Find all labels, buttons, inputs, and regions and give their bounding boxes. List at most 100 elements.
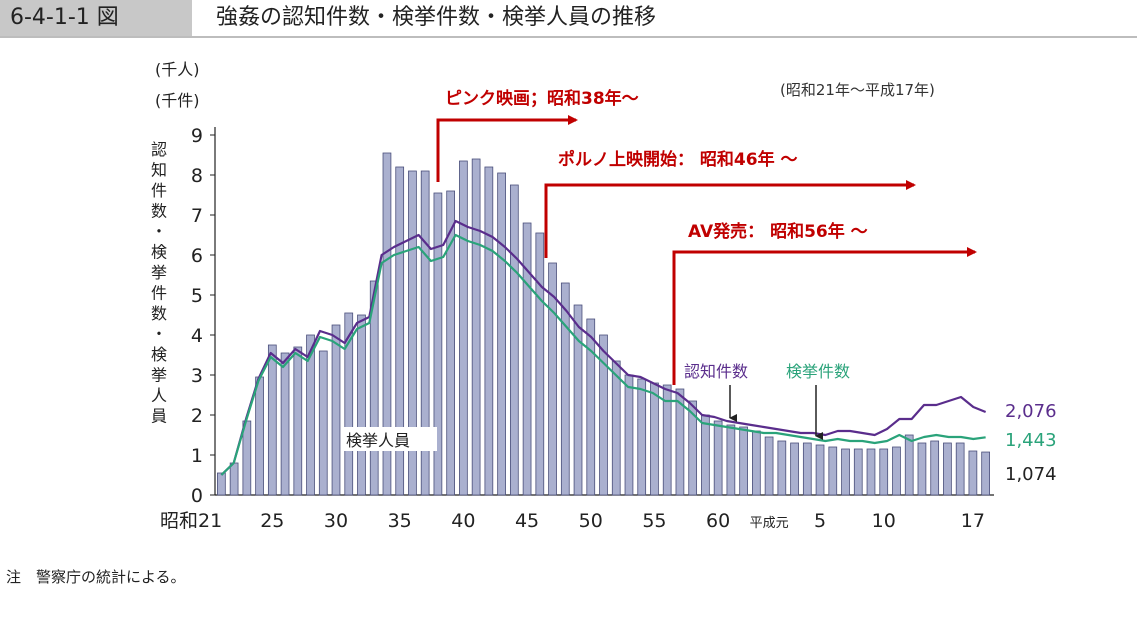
cleared-end-value: 1,443 — [1005, 430, 1057, 451]
x-tick-label: 60 — [706, 510, 730, 532]
y-tick-label: 2 — [191, 405, 203, 427]
arrested-bar — [879, 448, 889, 496]
arrested-bar — [573, 304, 583, 496]
x-tick-label: 55 — [642, 510, 666, 532]
arrested-bar — [382, 152, 392, 496]
y-tick-label: 1 — [191, 445, 203, 467]
x-tick-label: 25 — [260, 510, 284, 532]
x-tick-label: 40 — [451, 510, 475, 532]
arrested-bar — [306, 334, 315, 496]
header-rule — [0, 36, 1137, 38]
arrested-bar — [459, 160, 468, 496]
arrested-bar — [586, 318, 596, 496]
arrested-bars — [217, 152, 990, 496]
y-tick-label: 5 — [191, 285, 203, 307]
arrested-bar — [369, 280, 379, 496]
y-unit-cases: (千件) — [155, 91, 200, 110]
recognized-end-value: 2,076 — [1005, 401, 1057, 422]
y-tick-label: 4 — [191, 325, 203, 347]
y-tick-label: 9 — [191, 125, 203, 147]
av-arrow — [672, 247, 977, 385]
arrested-bar — [242, 420, 252, 496]
arrested-bar — [560, 282, 570, 496]
arrested-bar — [471, 158, 481, 496]
arrested-bar — [599, 334, 608, 496]
arrested-bar — [841, 448, 850, 496]
arrested-bar — [739, 426, 748, 496]
x-tick-label: 50 — [579, 510, 603, 532]
arrested-bar — [713, 420, 723, 496]
x-tick-label: 35 — [388, 510, 412, 532]
arrested-end-value: 1,074 — [1005, 464, 1057, 485]
arrested-bar — [484, 166, 494, 496]
arrested-bar — [904, 434, 914, 496]
arrested-label-bg — [341, 427, 437, 451]
arrested-bar — [611, 360, 621, 496]
y-tick-label: 7 — [191, 205, 203, 227]
series-lines — [220, 219, 987, 476]
arrested-bar — [981, 451, 990, 496]
x-tick-label: 10 — [872, 510, 896, 532]
x-tick-label: 45 — [515, 510, 539, 532]
y-tick-label: 6 — [191, 245, 203, 267]
arrested-bar — [267, 344, 277, 496]
arrested-bar — [229, 462, 239, 496]
arrested-bar — [815, 444, 825, 496]
arrested-bar — [752, 430, 761, 496]
x-tick-label: 30 — [324, 510, 348, 532]
figure-number: 6-4-1-1 図 — [0, 0, 192, 36]
arrested-bar — [777, 440, 787, 496]
arrested-bar — [662, 384, 672, 496]
arrested-bar — [318, 350, 328, 496]
arrested-bar — [701, 414, 710, 496]
arrested-bar — [955, 442, 965, 496]
recognized-line — [220, 219, 987, 476]
arrested-bar — [637, 378, 647, 496]
cleared-line — [220, 233, 986, 476]
arrested-bar — [853, 448, 863, 496]
arrested-bar — [344, 312, 354, 496]
arrested-bar — [255, 376, 264, 496]
arrested-bar — [522, 222, 532, 496]
arrested-bar — [675, 388, 685, 496]
figure-header: 6-4-1-1 図 強姦の認知件数・検挙件数・検挙人員の推移 — [0, 0, 1137, 38]
cleared-label: 検挙件数 — [786, 362, 850, 381]
y-axis-label: 認知件数・検挙件数・検挙人員 — [151, 140, 167, 426]
figure-title: 強姦の認知件数・検挙件数・検挙人員の推移 — [216, 5, 657, 30]
arrested-label: 検挙人員 — [346, 431, 410, 450]
arrested-bar — [866, 448, 876, 496]
arrested-bar — [535, 232, 545, 496]
arrested-bar — [357, 314, 366, 496]
arrested-bar — [917, 442, 927, 496]
arrested-bar — [217, 472, 226, 496]
arrested-bar — [509, 184, 519, 496]
av-annotation: AV発売： 昭和56年 〜 — [688, 221, 868, 242]
arrested-bar — [726, 424, 736, 496]
arrested-bar — [548, 262, 557, 496]
arrested-bar — [943, 442, 952, 496]
arrested-bar — [497, 172, 506, 496]
porno-arrow — [544, 180, 916, 258]
y-tick-label: 3 — [191, 365, 203, 387]
period-label: (昭和21年〜平成17年) — [780, 81, 935, 99]
x-tick-label: 平成元 — [750, 516, 789, 531]
arrested-bar — [446, 190, 456, 496]
y-unit-people: (千人) — [155, 60, 200, 79]
recognized-label: 認知件数 — [684, 362, 748, 381]
footnote: 注 警察庁の統計による。 — [6, 568, 186, 586]
arrested-bar — [280, 352, 290, 496]
porno-annotation: ポルノ上映開始： 昭和46年 〜 — [558, 149, 798, 170]
x-tick-label: 17 — [961, 510, 985, 532]
arrested-bar — [764, 436, 774, 496]
pink-film-arrow — [436, 115, 578, 182]
arrested-bar — [395, 166, 405, 496]
arrested-bar — [790, 442, 799, 496]
arrested-bar — [650, 382, 659, 496]
x-tick-label: 昭和21 — [160, 510, 222, 532]
x-tick-label: 5 — [814, 510, 826, 532]
arrested-bar — [624, 374, 634, 496]
arrested-bar — [828, 446, 838, 496]
y-tick-label: 8 — [191, 165, 203, 187]
pink-film-annotation: ピンク映画；昭和38年〜 — [445, 88, 639, 109]
